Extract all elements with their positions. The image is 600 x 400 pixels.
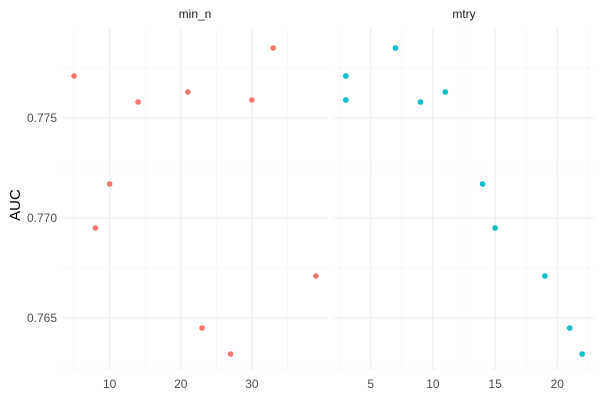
- data-point: [479, 181, 486, 187]
- data-point: [270, 45, 277, 51]
- panel-mtry: 5 10 15 20 mtry: [334, 7, 594, 391]
- data-point: [343, 97, 349, 103]
- y-axis-title: AUC: [7, 189, 24, 221]
- x-tick-label: 20: [174, 377, 188, 391]
- facet-strip-label: min_n: [179, 7, 212, 21]
- data-point: [135, 99, 141, 105]
- data-point: [442, 89, 449, 95]
- data-point: [185, 89, 191, 95]
- facet-strip-label: mtry: [452, 7, 475, 21]
- x-tick-label: 10: [103, 377, 117, 391]
- data-point: [417, 99, 424, 105]
- x-tick-label: 10: [426, 377, 440, 391]
- data-point: [542, 273, 548, 279]
- y-tick-label: 0.775: [27, 111, 57, 125]
- y-tick-label: 0.770: [27, 211, 57, 225]
- data-point: [579, 351, 585, 357]
- data-point: [92, 225, 99, 231]
- x-tick-label: 30: [245, 377, 259, 391]
- data-point: [492, 225, 498, 231]
- data-point: [199, 325, 205, 331]
- x-tick-label: 5: [367, 377, 374, 391]
- facet-panels: 0.765 0.770 0.775 10 20 30 min_n 5 10 15 20 mtry: [27, 7, 594, 391]
- data-point: [313, 273, 319, 279]
- data-point: [566, 325, 573, 331]
- data-point: [343, 73, 349, 79]
- data-point: [106, 181, 113, 187]
- data-point: [249, 97, 255, 103]
- data-point: [71, 73, 77, 79]
- data-point: [392, 45, 399, 51]
- data-point: [227, 351, 234, 357]
- x-tick-label: 20: [551, 377, 565, 391]
- x-tick-label: 15: [488, 377, 502, 391]
- panel-min-n: 0.765 0.770 0.775 10 20 30 min_n: [27, 7, 328, 391]
- y-tick-label: 0.765: [27, 311, 57, 325]
